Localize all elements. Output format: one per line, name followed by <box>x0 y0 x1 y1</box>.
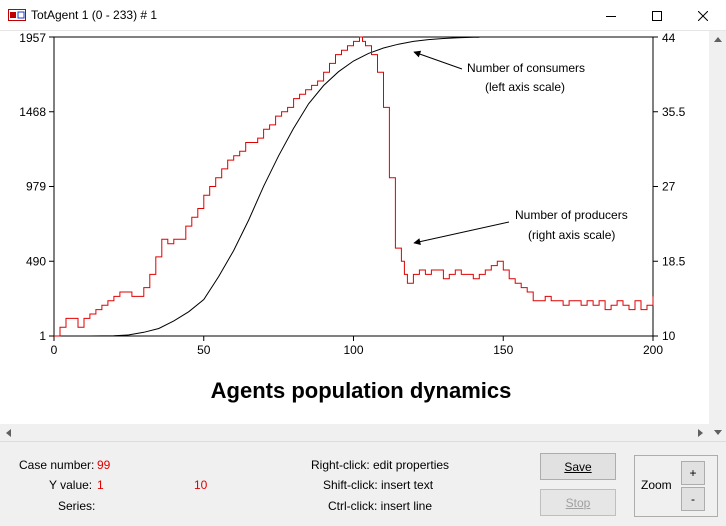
chevron-left-icon <box>6 428 11 437</box>
case-number-value: 99 <box>97 458 111 472</box>
producers-annotation-arrow <box>413 221 510 246</box>
app-icon <box>8 9 26 21</box>
producers-annotation-line2: (right axis scale) <box>528 228 615 242</box>
consumers-annotation-line1: Number of consumers <box>467 61 585 75</box>
scroll-right-button[interactable] <box>692 424 709 441</box>
maximize-icon <box>652 10 662 21</box>
title-bar: TotAgent 1 (0 - 233) # 1 <box>0 0 726 31</box>
right-axis-tick-label: 27 <box>662 180 676 194</box>
x-axis-tick-label: 100 <box>343 343 363 357</box>
x-axis-tick-label: 200 <box>643 343 663 357</box>
right-axis-tick-label: 44 <box>662 31 676 45</box>
left-axis-tick-label: 1957 <box>19 31 46 45</box>
scroll-left-button[interactable] <box>0 424 17 441</box>
stop-button[interactable]: Stop <box>540 489 616 516</box>
chart-panel[interactable]: 1 490 979 1468 1957 10 18.5 27 35.5 44 0 50 100 150… <box>0 31 709 424</box>
status-panel: Case number: 99 Y value: 1 10 Series: Ri… <box>0 441 726 526</box>
vertical-scrollbar[interactable] <box>709 31 726 441</box>
save-button[interactable]: Save <box>540 453 616 480</box>
hint-ctrl-click: Ctrl-click: insert line <box>328 499 433 513</box>
hint-right-click: Right-click: edit properties <box>311 458 450 472</box>
right-axis-tick-label: 18.5 <box>662 254 686 268</box>
x-axis-tick-label: 0 <box>51 343 58 357</box>
maximize-button[interactable] <box>634 0 680 31</box>
y-value-label: Y value: <box>49 478 93 492</box>
horizontal-scrollbar[interactable] <box>0 424 709 441</box>
producers-series-line <box>54 36 654 337</box>
left-axis-tick-label: 1468 <box>19 105 46 119</box>
close-button[interactable] <box>680 0 726 31</box>
chevron-right-icon <box>698 428 703 437</box>
consumers-series-line <box>89 36 480 337</box>
left-axis-tick-label: 490 <box>26 254 46 268</box>
right-axis-tick-label: 35.5 <box>662 105 686 119</box>
y-value-left: 1 <box>97 478 104 492</box>
scrollbar-corner <box>709 424 726 441</box>
case-number-label: Case number: <box>19 458 95 472</box>
consumers-annotation-line2: (left axis scale) <box>485 80 565 94</box>
chart-title: Agents population dynamics <box>211 378 512 403</box>
hint-shift-click: Shift-click: insert text <box>323 478 434 492</box>
producers-annotation-line1: Number of producers <box>515 208 628 222</box>
minimize-button[interactable] <box>588 0 634 31</box>
chevron-down-icon <box>713 430 722 435</box>
consumers-annotation-arrow <box>413 50 463 70</box>
zoom-label: Zoom <box>641 478 672 492</box>
chevron-up-icon <box>713 37 722 42</box>
left-axis-tick-label: 1 <box>39 329 46 343</box>
left-axis-tick-label: 979 <box>26 180 46 194</box>
series-label: Series: <box>58 499 96 513</box>
x-axis-tick-label: 50 <box>197 343 211 357</box>
zoom-out-button[interactable]: - <box>681 487 705 511</box>
vertical-scroll-thumb[interactable] <box>710 48 725 441</box>
close-icon <box>698 10 708 21</box>
window-title: TotAgent 1 (0 - 233) # 1 <box>31 8 158 22</box>
scroll-up-button[interactable] <box>709 31 726 48</box>
save-button-label: Save <box>564 459 592 474</box>
chart-canvas[interactable]: 1 490 979 1468 1957 10 18.5 27 35.5 44 0 50 100 150… <box>0 31 709 424</box>
zoom-in-button[interactable]: + <box>681 461 705 485</box>
x-axis-tick-label: 150 <box>493 343 513 357</box>
scroll-down-button[interactable] <box>709 424 726 441</box>
right-axis-tick-label: 10 <box>662 329 676 343</box>
stop-button-label: Stop <box>565 495 591 510</box>
minimize-icon <box>606 15 616 17</box>
y-value-right: 10 <box>194 478 208 492</box>
zoom-group: Zoom + - <box>634 455 718 517</box>
